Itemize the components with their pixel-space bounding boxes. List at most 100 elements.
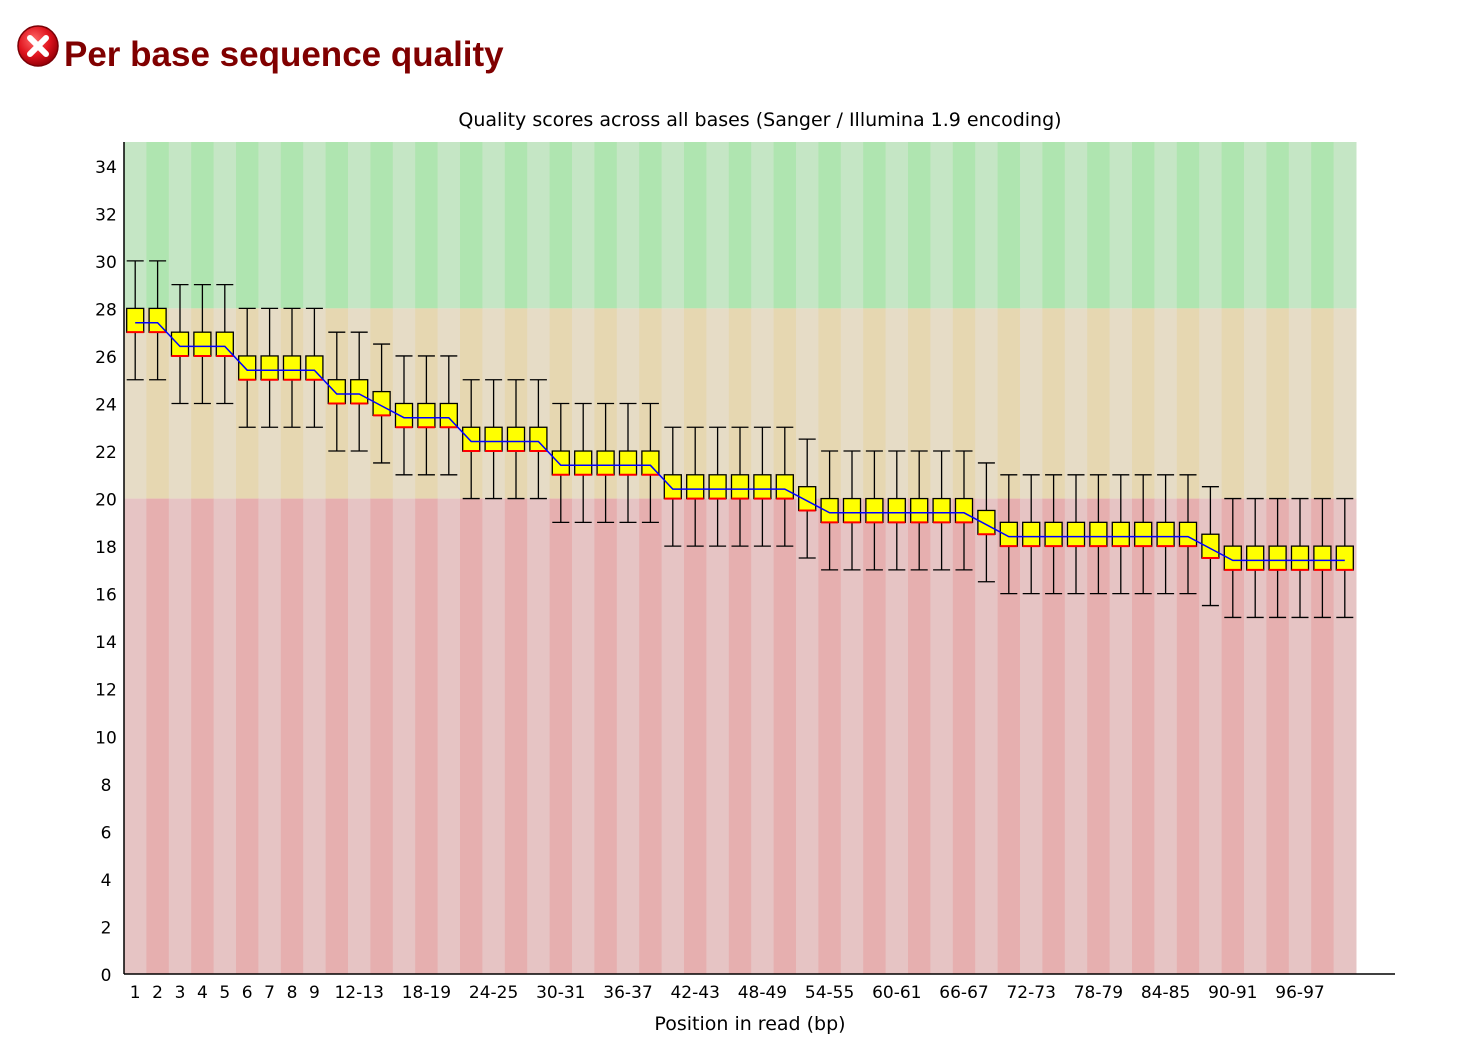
quartile-box — [260, 355, 279, 381]
quartile-box — [686, 474, 705, 500]
y-tick-label: 20 — [95, 491, 117, 511]
quartile-box — [910, 497, 929, 523]
x-tick-label: 30-31 — [536, 983, 585, 1003]
y-tick-label: 34 — [95, 158, 117, 178]
zone-good-stripe — [1199, 142, 1223, 309]
x-tick-label: 8 — [287, 983, 298, 1003]
zone-good-stripe — [706, 142, 730, 309]
quartile-box — [170, 331, 190, 357]
zone-warning-stripe — [146, 308, 170, 499]
zone-warning-stripe — [1064, 308, 1088, 499]
x-tick-label: 48-49 — [738, 983, 787, 1003]
quartile-box — [327, 379, 346, 405]
zone-good-stripe — [213, 142, 237, 309]
zone-poor-stripe — [527, 498, 551, 974]
x-tick-label: 72-73 — [1006, 983, 1055, 1003]
zone-good-stripe — [325, 142, 349, 309]
quartile-box — [1134, 521, 1153, 547]
zone-poor-stripe — [303, 498, 327, 974]
page-title: Per base sequence quality — [64, 35, 504, 74]
zone-poor-stripe — [1042, 498, 1066, 974]
y-tick-label: 2 — [101, 918, 112, 938]
zone-warning-stripe — [773, 308, 797, 499]
x-tick-label: 84-85 — [1141, 983, 1190, 1003]
zone-poor-stripe — [706, 498, 730, 974]
x-tick-label: 66-67 — [939, 983, 988, 1003]
y-tick-label: 16 — [95, 586, 117, 606]
quartile-box — [193, 331, 212, 357]
y-tick-label: 6 — [101, 823, 112, 843]
zone-poor-stripe — [572, 498, 595, 974]
zone-poor-stripe — [124, 498, 147, 974]
zone-poor-stripe — [1154, 498, 1178, 974]
chart-title: Quality scores across all bases (Sanger … — [458, 109, 1061, 131]
quartile-box — [865, 497, 884, 523]
quartile-box — [887, 497, 906, 523]
quartile-box — [1246, 545, 1265, 571]
quartile-box — [753, 474, 772, 500]
zone-good-stripe — [572, 142, 595, 309]
zone-good-stripe — [1087, 142, 1111, 309]
zone-good-stripe — [415, 142, 439, 309]
quartile-box — [506, 426, 526, 452]
zone-poor-stripe — [370, 498, 394, 974]
zone-good-stripe — [236, 142, 259, 309]
quartile-box — [484, 426, 503, 452]
zone-poor-stripe — [1087, 498, 1111, 974]
zone-warning-stripe — [661, 308, 685, 499]
zone-warning-stripe — [1154, 308, 1178, 499]
quartile-box — [1022, 521, 1041, 547]
zone-good-stripe — [639, 142, 663, 309]
x-tick-label: 2 — [152, 983, 163, 1003]
zone-warning-stripe — [751, 308, 775, 499]
zone-warning-stripe — [1288, 308, 1312, 499]
y-tick-label: 24 — [95, 395, 117, 415]
quartile-box — [1089, 521, 1108, 547]
quartile-box — [932, 497, 951, 523]
x-tick-label: 6 — [242, 983, 253, 1003]
quartile-box — [708, 474, 727, 500]
zone-good-stripe — [168, 142, 192, 309]
zone-good-stripe — [908, 142, 931, 309]
zone-good-stripe — [1221, 142, 1245, 309]
x-tick-label: 12-13 — [334, 983, 383, 1003]
whiskers — [126, 260, 1354, 619]
x-tick-label: 24-25 — [469, 983, 518, 1003]
x-tick-label: 96-97 — [1275, 983, 1324, 1003]
zone-good-stripe — [1244, 142, 1267, 309]
zone-poor-stripe — [885, 498, 909, 974]
zone-poor-stripe — [1176, 498, 1200, 974]
zone-poor-stripe — [460, 498, 483, 974]
zone-poor-stripe — [952, 498, 976, 974]
zone-poor-stripe — [773, 498, 797, 974]
zone-warning-stripe — [1087, 308, 1111, 499]
zone-warning-stripe — [1042, 308, 1066, 499]
quartile-box — [282, 355, 302, 381]
quartile-box — [954, 497, 974, 523]
x-tick-label: 78-79 — [1074, 983, 1123, 1003]
zone-poor-stripe — [616, 498, 640, 974]
error-cross-icon — [17, 25, 59, 67]
zone-good-stripe — [504, 142, 528, 309]
x-tick-label: 18-19 — [402, 983, 451, 1003]
zone-good-stripe — [751, 142, 775, 309]
x-tick-label: 1 — [130, 983, 141, 1003]
zone-warning-stripe — [1020, 308, 1043, 499]
zone-good-stripe — [549, 142, 573, 309]
quartile-box — [126, 307, 145, 333]
zone-poor-stripe — [258, 498, 282, 974]
x-tick-label: 5 — [219, 983, 230, 1003]
zone-poor-stripe — [818, 498, 842, 974]
zone-good-stripe — [1176, 142, 1200, 309]
x-tick-label: 54-55 — [805, 983, 854, 1003]
zone-good-stripe — [818, 142, 842, 309]
zone-good-stripe — [728, 142, 752, 309]
quartile-box — [1044, 521, 1063, 547]
zone-poor-stripe — [325, 498, 349, 974]
zone-good-stripe — [796, 142, 819, 309]
zone-warning-stripe — [684, 308, 707, 499]
quartile-box — [596, 450, 615, 476]
zone-warning-stripe — [1221, 308, 1245, 499]
zone-good-stripe — [1064, 142, 1088, 309]
zone-warning-stripe — [1311, 308, 1335, 499]
